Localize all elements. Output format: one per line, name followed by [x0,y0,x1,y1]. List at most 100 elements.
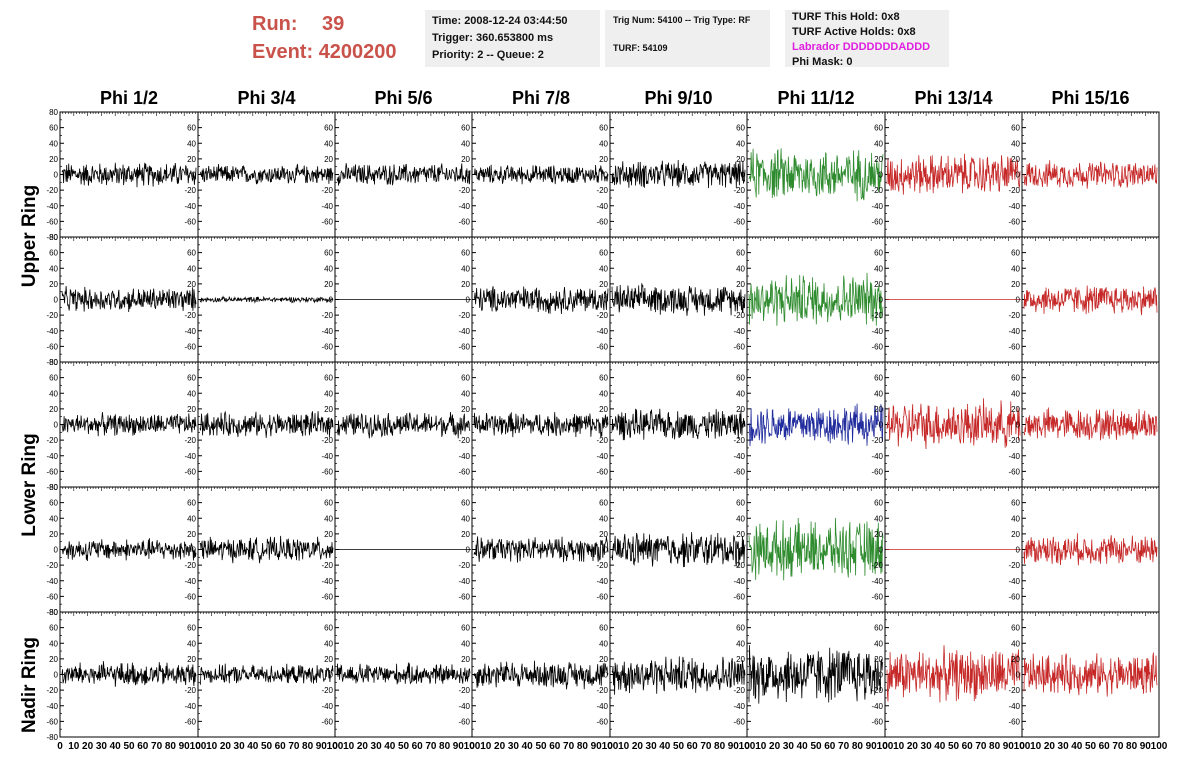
y-tick-label: 80 [49,233,58,242]
y-tick-label-right: 20 [736,530,745,539]
y-tick-label-right: 20 [461,530,470,539]
waveform-trace [886,398,1021,450]
y-tick-label-right: -20 [458,561,470,570]
x-tick-label: 0 [57,741,63,752]
x-tick-label: 60 [549,741,561,752]
x-tick-label: 10 [343,741,355,752]
y-tick-label: -60 [46,717,58,726]
y-tick-label-right: 20 [874,155,883,164]
waveform-trace [199,663,334,686]
x-tick-label: 80 [439,741,451,752]
y-tick-label-right: 40 [736,639,745,648]
y-tick-label-right: -60 [733,592,745,601]
y-tick-label-right: -40 [871,202,883,211]
y-tick-label-right: 20 [599,280,608,289]
x-tick-label: 0 [195,741,201,752]
y-tick-label-right: -60 [871,342,883,351]
x-tick-label: 60 [1099,741,1111,752]
waveform-trace [61,162,197,188]
y-tick-label-right: -60 [1008,342,1020,351]
y-tick-label-right: 20 [874,530,883,539]
waveform-trace [748,272,884,326]
y-tick-label-right: -40 [321,702,333,711]
y-tick-label-right: 40 [736,514,745,523]
y-tick-label-right: -20 [871,436,883,445]
x-tick-label: 50 [398,741,410,752]
y-tick-label-right: -40 [321,452,333,461]
waveform-trace [199,163,334,185]
y-tick-label-right: 60 [324,249,333,258]
y-tick-label: -60 [46,592,58,601]
x-tick-label: 80 [302,741,314,752]
x-tick-label: 10 [206,741,218,752]
y-tick-label-right: 0 [329,421,334,430]
y-tick-label-right: -60 [184,467,196,476]
x-tick-label: 0 [882,741,888,752]
y-tick-label: 40 [49,139,58,148]
y-tick-label-right: -20 [458,311,470,320]
waveform-trace [611,656,746,695]
waveform-trace [748,645,884,704]
labrador-text: Labrador DDDDDDDADDD [792,41,931,53]
y-tick-label-right: -20 [321,436,333,445]
y-tick-label-right: 0 [1016,171,1021,180]
x-tick-label: 100 [327,741,344,752]
y-tick-label-right: -40 [1008,452,1020,461]
y-tick-label-right: -60 [184,717,196,726]
x-tick-label: 80 [714,741,726,752]
y-tick-label-right: -40 [596,702,608,711]
y-tick-label-right: 20 [324,530,333,539]
x-tick-label: 90 [728,741,740,752]
y-tick-label-right: 60 [874,124,883,133]
y-tick-label-right: -40 [733,702,745,711]
column-title-phi-11-12: Phi 11/12 [777,88,855,108]
y-tick-label: 80 [49,108,58,117]
y-tick-label-right: 60 [599,499,608,508]
trigger-text: Trigger: 360.653800 ms [432,32,554,44]
y-tick-label-right: -40 [321,327,333,336]
y-tick-label-right: -40 [458,327,470,336]
x-tick-label: 0 [607,741,613,752]
y-tick-label-right: -60 [321,717,333,726]
x-tick-label: 60 [137,741,149,752]
x-tick-label: 30 [1058,741,1070,752]
y-tick-label-right: 20 [1011,655,1020,664]
x-tick-label: 50 [535,741,547,752]
y-tick-label-right: -40 [184,702,196,711]
y-tick-label-right: 0 [879,671,884,680]
x-tick-label: 60 [962,741,974,752]
y-tick-label-right: 60 [736,374,745,383]
y-tick-label: 20 [49,655,58,664]
y-tick-label-right: 60 [874,374,883,383]
y-tick-label-right: -20 [596,436,608,445]
waveform-trace [473,536,609,563]
y-tick-label-right: -40 [184,202,196,211]
y-tick-label-right: -60 [321,342,333,351]
y-tick-label: -20 [46,686,58,695]
y-tick-label-right: 40 [187,264,196,273]
y-tick-label-right: 40 [461,514,470,523]
waveform-trace [886,645,1021,703]
y-tick-label-right: -60 [458,717,470,726]
x-tick-label: 100 [877,741,894,752]
y-tick-label-right: 0 [192,296,197,305]
y-tick-label-right: 60 [324,124,333,133]
y-tick-label-right: -20 [1008,436,1020,445]
y-tick-label-right: 60 [461,124,470,133]
x-tick-label: 20 [494,741,506,752]
y-tick-label-right: 40 [461,264,470,273]
y-tick-label-right: 60 [324,374,333,383]
y-tick-label: 40 [49,389,58,398]
y-tick-label: -60 [46,342,58,351]
y-tick-label-right: -40 [184,577,196,586]
y-tick-label-right: -40 [733,327,745,336]
waveform-trace [336,411,471,439]
y-tick-label-right: -40 [184,452,196,461]
y-tick-label-right: 60 [599,124,608,133]
x-tick-label: 90 [1003,741,1015,752]
waveform-trace [1023,407,1158,441]
y-tick-label-right: -20 [596,561,608,570]
waveform-trace [61,538,197,562]
y-tick-label-right: -20 [596,686,608,695]
